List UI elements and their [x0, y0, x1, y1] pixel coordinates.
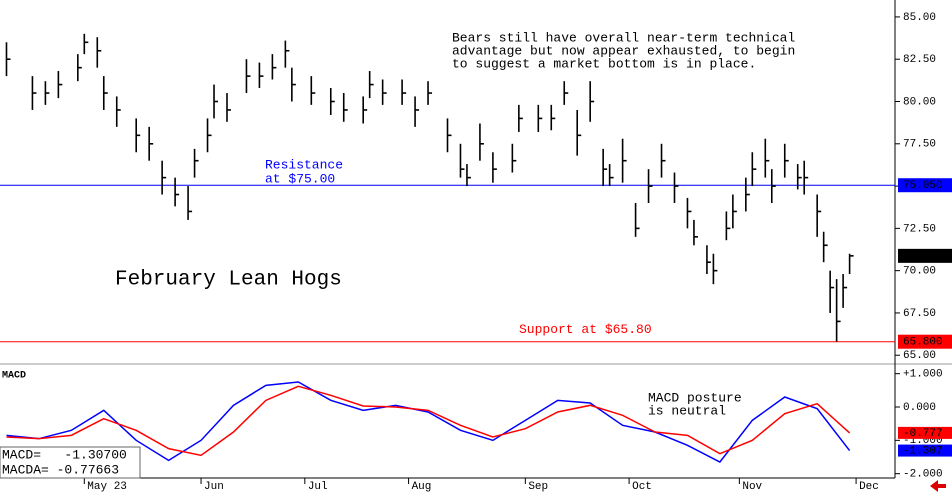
- annotation: is neutral: [648, 403, 726, 418]
- y-tick-label: 67.50: [903, 308, 936, 320]
- readout: MACDA= -0.77663: [2, 462, 119, 477]
- close-label-box: [898, 248, 952, 263]
- x-tick-label: Jul: [308, 481, 328, 492]
- last-value-label: -1.307: [903, 445, 943, 457]
- y-tick-label: 80.00: [903, 96, 936, 108]
- macd-line: [6, 381, 851, 463]
- annotation: advantage but now appear exhausted, to b…: [452, 43, 795, 58]
- level-label-box: [898, 178, 952, 193]
- level-annotation: Resistance: [265, 158, 343, 173]
- x-tick-label: Nov: [742, 481, 762, 492]
- x-tick-label: Aug: [412, 481, 432, 492]
- last-value-label: -0.777: [903, 428, 943, 440]
- y-tick-label: +1.000: [903, 369, 943, 381]
- x-tick-label: Dec: [859, 481, 879, 492]
- level-label: 65.800: [903, 337, 943, 349]
- y-tick-label: 82.50: [903, 54, 936, 66]
- y-tick-label: 72.50: [903, 223, 936, 235]
- y-tick-label: -2.000: [903, 469, 943, 481]
- chart-title: February Lean Hogs: [115, 269, 342, 292]
- x-tick-label: Oct: [632, 481, 652, 492]
- readout-box: [0, 446, 141, 479]
- last-value-box: [898, 426, 952, 439]
- level-label-box: [898, 334, 952, 349]
- last-value-box: [898, 444, 952, 457]
- close-label: 70.875: [903, 251, 943, 263]
- macd-line: [6, 385, 851, 457]
- readout: MACD= -1.30700: [2, 447, 127, 462]
- annotation: Bears still have overall near-term techn…: [452, 30, 795, 45]
- y-tick-label: 0.000: [903, 402, 936, 414]
- level-annotation: at $75.00: [265, 172, 335, 187]
- y-tick-label: 85.00: [903, 12, 936, 24]
- level-label: 75.050: [903, 180, 943, 192]
- x-tick-label: Sep: [528, 481, 548, 492]
- annotation: to suggest a market bottom is in place.: [452, 56, 756, 71]
- x-tick-label: May 23: [87, 481, 127, 492]
- annotation: MACD posture: [648, 390, 742, 405]
- scroll-arrow[interactable]: [930, 480, 946, 492]
- y-tick-label: 65.00: [903, 350, 936, 362]
- panel-title: MACD: [2, 371, 26, 382]
- y-tick-label: 70.00: [903, 266, 936, 278]
- y-tick-label: 77.50: [903, 139, 936, 151]
- level-annotation: Support at $65.80: [519, 322, 652, 337]
- x-tick-label: Jun: [204, 481, 224, 492]
